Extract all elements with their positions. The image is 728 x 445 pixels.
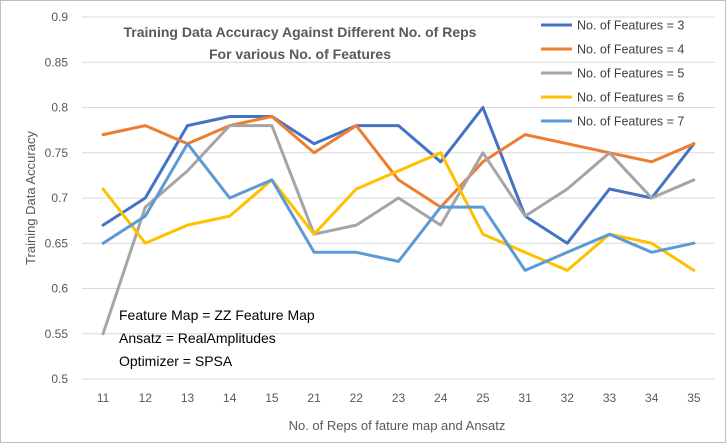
legend-label: No. of Features = 6 [577,91,684,105]
annotation-feature-map: Feature Map = ZZ Feature Map [119,307,315,323]
x-tick-label: 14 [223,391,237,405]
y-tick-label: 0.5 [51,372,68,386]
x-tick-label: 11 [97,391,110,405]
series-line-features-3 [101,106,696,245]
y-tick-label: 0.8 [51,101,68,115]
legend-label: No. of Features = 4 [577,43,684,57]
y-tick-label: 0.9 [51,10,68,24]
x-tick-label: 34 [645,391,659,405]
x-axis-label: No. of Reps of fature map and Ansatz [289,418,506,433]
x-tick-label: 13 [181,391,195,405]
x-tick-labels: 11 12 13 14 15 21 22 23 24 25 31 32 33 34 35 [97,391,701,405]
y-tick-label: 0.7 [51,191,68,205]
y-tick-label: 0.85 [45,55,69,69]
y-axis-label: Training Data Accuracy [23,131,38,265]
x-tick-label: 24 [434,391,448,405]
legend-label: No. of Features = 5 [577,67,684,81]
series-line-features-5 [101,124,696,336]
x-tick-label: 32 [561,391,575,405]
legend-label: No. of Features = 7 [577,115,684,129]
x-tick-label: 25 [476,391,490,405]
legend-entry: No. of Features = 5 [541,67,684,81]
legend: No. of Features = 3 No. of Features = 4 No… [541,19,684,129]
annotation-ansatz: Ansatz = RealAmplitudes [119,330,276,346]
legend-label: No. of Features = 3 [577,19,684,33]
chart-title-line-2: For various No. of Features [209,46,391,62]
x-tick-label: 33 [603,391,617,405]
gridlines [82,16,715,380]
x-tick-label: 22 [350,391,364,405]
x-tick-label: 35 [687,391,701,405]
y-tick-label: 0.55 [45,327,69,341]
annotation-optimizer: Optimizer = SPSA [119,353,233,369]
series-line-features-4 [101,115,696,209]
legend-entry: No. of Features = 6 [541,91,684,105]
series-line-features-6 [101,151,696,272]
y-tick-labels: 0.5 0.55 0.6 0.65 0.7 0.75 0.8 0.85 0.9 [45,10,69,386]
legend-entry: No. of Features = 3 [541,19,684,33]
legend-entry: No. of Features = 4 [541,43,684,57]
y-tick-label: 0.65 [45,236,69,250]
chart-title-line-1: Training Data Accuracy Against Different… [124,24,477,40]
series-line-features-7 [101,142,696,272]
x-tick-label: 12 [139,391,153,405]
series-lines [101,106,696,336]
y-tick-label: 0.6 [51,282,68,296]
x-tick-label: 31 [518,391,532,405]
legend-entry: No. of Features = 7 [541,115,684,129]
x-tick-label: 23 [392,391,406,405]
y-tick-label: 0.75 [45,146,69,160]
x-tick-label: 21 [307,391,321,405]
x-tick-label: 15 [265,391,279,405]
